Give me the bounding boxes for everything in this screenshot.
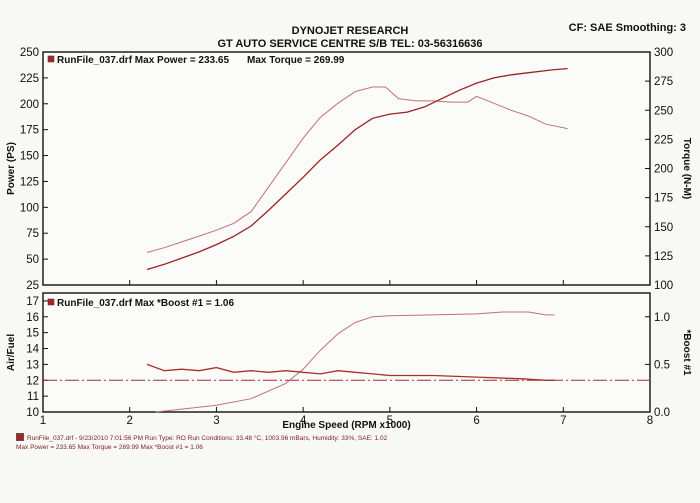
footer-line-2: Max Power = 233.65 Max Torque = 269.99 M… xyxy=(16,444,203,451)
boost-curve xyxy=(155,311,555,413)
power-tick-label: 150 xyxy=(20,151,39,163)
afr-tick-label: 10 xyxy=(26,407,39,419)
afr-tick-label: 12 xyxy=(26,375,39,387)
power-tick-label: 225 xyxy=(20,73,39,85)
boost-legend-text: RunFile_037.drf Max *Boost #1 = 1.06 xyxy=(57,298,234,309)
power-tick-label: 25 xyxy=(26,280,39,292)
rpm-axis-label: Engine Speed (RPM x1000) xyxy=(282,420,410,431)
boost-legend-swatch xyxy=(47,298,55,306)
power-axis-label: Power (PS) xyxy=(6,142,17,195)
correction-smoothing-label: CF: SAE Smoothing: 3 xyxy=(568,22,686,34)
power-legend-text: RunFile_037.drf Max Power = 233.65 xyxy=(57,55,229,66)
power-legend-swatch xyxy=(47,55,55,63)
power-tick-label: 100 xyxy=(20,202,39,214)
afr-tick-label: 13 xyxy=(26,359,39,371)
run-info-footer: RunFile_037.drf - 9/23/2010 7:01:56 PM R… xyxy=(16,433,387,452)
rpm-tick-label: 2 xyxy=(127,415,133,427)
power-tick-label: 175 xyxy=(20,125,39,137)
boost-tick-label: 1.0 xyxy=(654,312,670,324)
afr-curve xyxy=(146,363,555,381)
afr-tick-label: 14 xyxy=(26,344,39,356)
torque-curve xyxy=(146,86,568,253)
power-tick-label: 200 xyxy=(20,99,39,111)
torque-tick-label: 300 xyxy=(654,47,673,59)
footer-line-1: RunFile_037.drf - 9/23/2010 7:01:56 PM R… xyxy=(16,433,387,443)
power-tick-label: 250 xyxy=(20,47,39,59)
torque-tick-label: 150 xyxy=(654,222,673,234)
torque-tick-label: 225 xyxy=(654,134,673,146)
afr-tick-label: 11 xyxy=(27,391,39,403)
torque-tick-label: 275 xyxy=(654,76,673,88)
shop-title: GT AUTO SERVICE CENTRE S/B TEL: 03-56316… xyxy=(217,38,483,50)
power-tick-label: 50 xyxy=(26,254,39,266)
torque-axis-label: Torque (N-M) xyxy=(681,138,692,199)
rpm-tick-label: 8 xyxy=(647,415,653,427)
power-tick-label: 125 xyxy=(20,176,39,188)
rpm-tick-label: 5 xyxy=(387,415,393,427)
power-curve xyxy=(146,67,568,271)
power-tick-label: 75 xyxy=(26,228,39,240)
torque-tick-label: 200 xyxy=(654,164,673,176)
run-swatch-icon xyxy=(16,433,24,441)
torque-tick-label: 100 xyxy=(654,280,673,292)
torque-tick-label: 175 xyxy=(654,193,673,205)
rpm-tick-label: 4 xyxy=(300,415,307,427)
afr-tick-label: 15 xyxy=(26,328,39,340)
company-title: DYNOJET RESEARCH xyxy=(291,25,409,37)
boost-tick-label: 0.0 xyxy=(654,407,670,419)
rpm-tick-label: 7 xyxy=(560,415,566,427)
rpm-tick-label: 6 xyxy=(473,415,479,427)
rpm-tick-label: 3 xyxy=(213,415,219,427)
footer-run-details: RunFile_037.drf - 9/23/2010 7:01:56 PM R… xyxy=(27,435,388,442)
rpm-tick-label: 1 xyxy=(40,415,46,427)
afr-tick-label: 17 xyxy=(26,296,39,308)
torque-legend-text: Max Torque = 269.99 xyxy=(247,55,345,66)
afr-tick-label: 16 xyxy=(26,312,39,324)
torque-tick-label: 250 xyxy=(654,105,673,117)
afr-axis-label: Air/Fuel xyxy=(6,334,17,371)
power-panel-frame xyxy=(42,51,651,286)
boost-tick-label: 0.5 xyxy=(654,359,670,371)
boost-axis-label: *Boost #1 xyxy=(681,329,692,376)
boost-panel-frame xyxy=(42,292,651,413)
torque-tick-label: 125 xyxy=(654,251,673,263)
